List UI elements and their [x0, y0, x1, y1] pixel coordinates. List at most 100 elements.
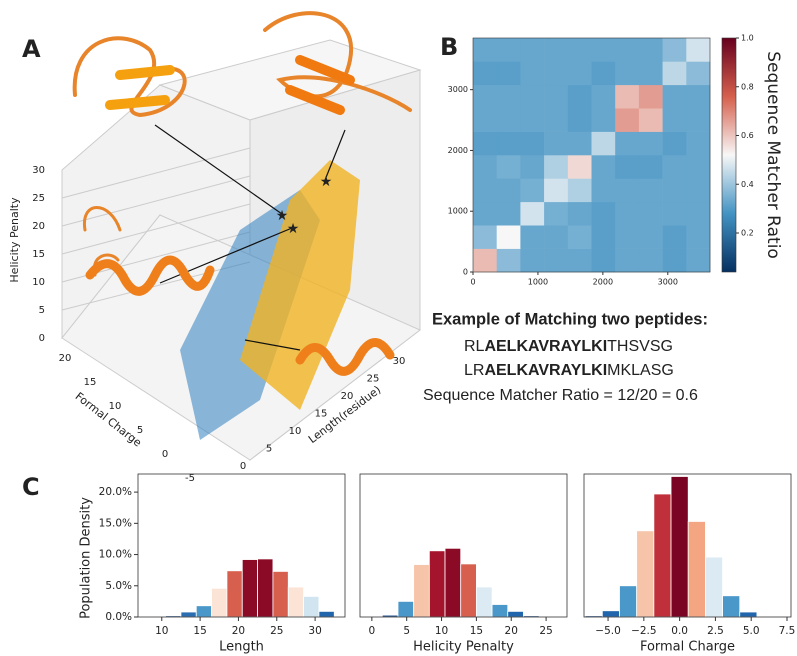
heatmap-cell	[520, 201, 545, 226]
y-tick-label: 5.0%	[105, 580, 132, 592]
heatmap-cell	[520, 248, 545, 273]
seq-part: THSVSG	[607, 338, 673, 355]
heatmap-cell	[638, 38, 663, 62]
heatmap-cell	[615, 155, 640, 179]
bar	[687, 521, 706, 618]
heatmap-cell	[520, 108, 545, 132]
heatmap-cell	[662, 84, 687, 109]
y-tick-label: -5	[185, 473, 195, 484]
x-tick-label: 25	[539, 625, 552, 637]
heatmap-cell	[686, 248, 711, 273]
heatmap-cell	[473, 131, 497, 156]
plot-frame	[359, 473, 568, 618]
y-tick-label: 10.0%	[99, 549, 132, 561]
heatmap-cell	[638, 131, 663, 156]
heatmap-cell	[473, 178, 497, 203]
y-tick-label: 3000	[448, 85, 468, 94]
heatmap-cell	[638, 155, 663, 179]
x-tick-label: 20	[232, 625, 245, 637]
y-tick-label: 15.0%	[99, 517, 132, 529]
heatmap-cell	[662, 131, 687, 156]
y-tick-label: 0.0%	[105, 611, 132, 623]
x-axis-label: Formal Charge	[640, 640, 735, 655]
heatmap-cell	[591, 131, 616, 156]
x-tick-label: 10	[289, 426, 302, 437]
heatmap-cell	[544, 225, 569, 249]
heatmap-cell	[473, 225, 497, 249]
heatmap-cell	[686, 155, 711, 179]
z-axis-label: Helicity Penalty	[8, 197, 21, 283]
bar	[722, 595, 741, 618]
heatmap-cell	[591, 248, 616, 273]
x-tick-label: 30	[308, 625, 321, 637]
heatmap-cell	[686, 225, 711, 249]
panel-label: A	[22, 35, 41, 63]
bar	[601, 610, 620, 618]
panel-label: C	[22, 473, 40, 501]
heatmap-cell	[520, 178, 545, 203]
bar	[619, 585, 638, 618]
bar	[413, 564, 430, 618]
heatmap-cell	[544, 155, 569, 179]
heatmap-cell	[638, 248, 663, 273]
bar	[636, 530, 655, 618]
colorbar-tick-label: 0.2	[741, 229, 754, 238]
heatmap-cell	[591, 178, 616, 203]
z-tick-label: 10	[32, 277, 45, 288]
bar	[318, 610, 335, 618]
heatmap-cell	[473, 108, 497, 132]
heatmap-cell	[686, 131, 711, 156]
heatmap-cell	[520, 61, 545, 86]
heatmap-cell	[544, 38, 569, 62]
ratio: Sequence Matcher Ratio = 12/20 = 0.6	[423, 387, 698, 404]
heatmap-cell	[638, 201, 663, 226]
heatmap-cell	[615, 38, 640, 62]
heatmap-cell	[496, 61, 521, 86]
panel-label: B	[440, 33, 458, 61]
heatmap-cell	[615, 61, 640, 86]
bar	[180, 611, 197, 618]
heatmap-cell	[520, 225, 545, 249]
heatmap-cell	[567, 61, 592, 86]
colorbar-tick-label: 1.0	[741, 34, 754, 43]
y-axis-label: Population Density	[79, 497, 94, 619]
x-tick-label: 15	[193, 625, 206, 637]
x-tick-label: 15	[470, 625, 483, 637]
x-tick-label: 5.0	[743, 625, 760, 637]
peptide: LRAELKAVRAYLKIMKLASG	[464, 362, 674, 379]
structure-annotations: ★ ★ ★	[154, 124, 346, 351]
plot-frame	[472, 37, 711, 273]
heatmap-cell	[615, 201, 640, 226]
colorbar	[721, 37, 737, 273]
x-tick-label: 5	[403, 625, 410, 637]
x-tick-label: 25	[367, 374, 380, 385]
x-tick-label: 25	[270, 625, 283, 637]
heatmap-cell	[615, 248, 640, 273]
example-title: Example of Matching two peptides:	[432, 310, 708, 328]
heatmap-cell	[544, 201, 569, 226]
colorbar-tick-label: 0.6	[741, 131, 754, 140]
y-tick-label: 20.0%	[99, 486, 132, 498]
protein-ribbons	[72, 11, 412, 376]
x-tick-label: 2000	[593, 278, 613, 287]
heatmap-cell	[544, 108, 569, 132]
x-tick-label: −5.0	[595, 625, 621, 637]
bar	[287, 586, 304, 618]
z-tick-label: 20	[32, 221, 45, 232]
heatmap-cell	[567, 108, 592, 132]
x-axis-label: Length	[219, 640, 264, 655]
x-tick-label: 3000	[658, 278, 678, 287]
heatmap-cell	[686, 178, 711, 203]
colorbar-label: Sequence Matcher Ratio	[763, 51, 783, 259]
heatmap-cell	[544, 61, 569, 86]
x-tick-label: 0.0	[671, 625, 688, 637]
heatmap-cell	[567, 248, 592, 273]
x-tick-label: 30	[393, 356, 406, 367]
x-tick-label: 0	[240, 461, 246, 472]
heatmap-cell	[638, 225, 663, 249]
x-tick-label: 15	[315, 409, 328, 420]
heatmap-cell	[686, 201, 711, 226]
heatmap-cell	[662, 61, 687, 86]
